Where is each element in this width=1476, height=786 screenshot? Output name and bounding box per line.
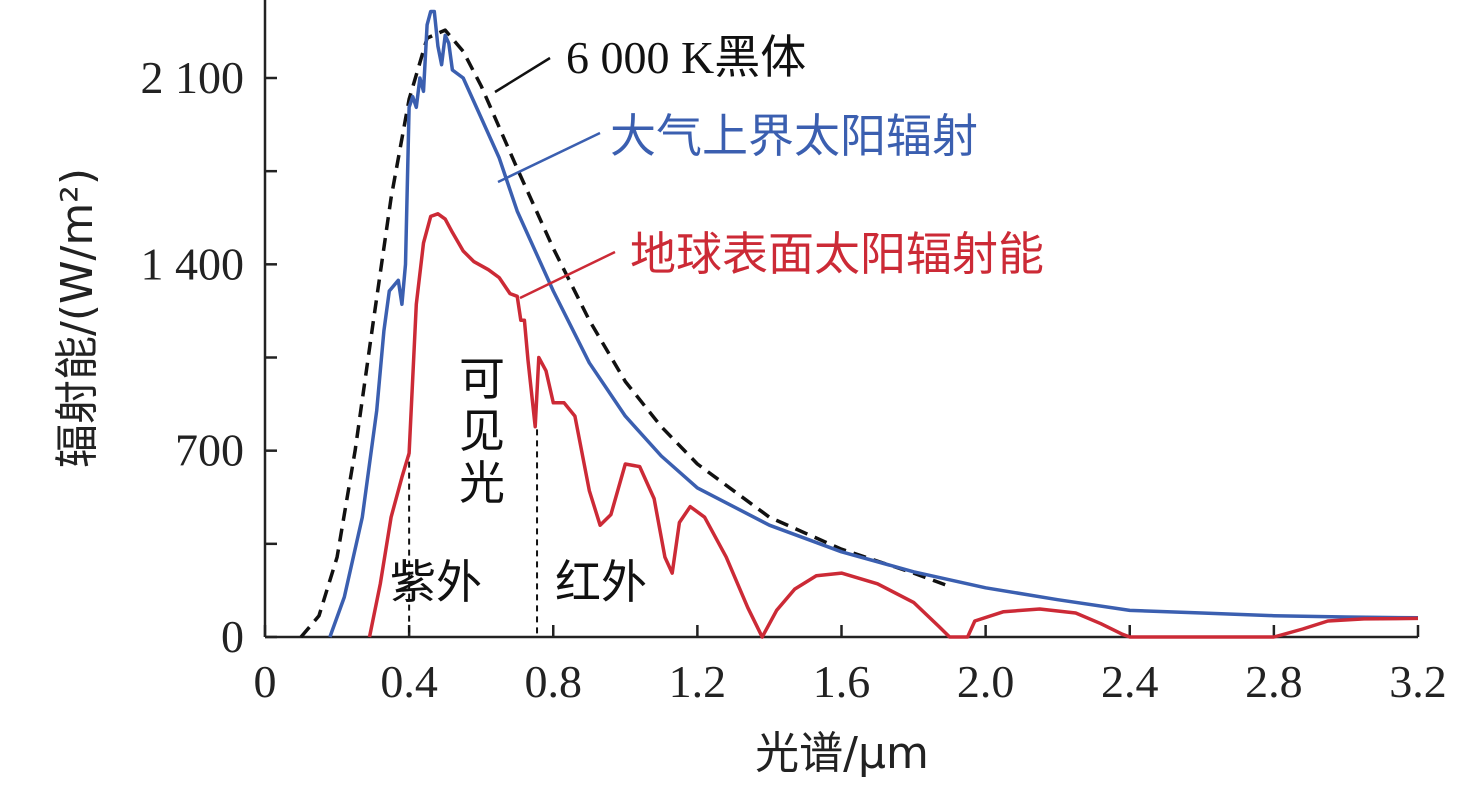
x-tick-label: 2.4	[1101, 656, 1159, 707]
y-tick-label: 2 100	[141, 52, 245, 103]
x-tick-label: 3.2	[1389, 656, 1447, 707]
x-tick-label: 1.6	[813, 656, 871, 707]
x-tick-label: 1.2	[669, 656, 727, 707]
visible-annotation: 可见光	[459, 352, 505, 510]
x-tick-label: 0	[254, 656, 277, 707]
y-axis-title: 辐射能/(W/m²)	[52, 168, 103, 468]
y-tick-label: 1 400	[141, 238, 245, 289]
toa-curve	[328, 9, 1419, 638]
blackbody-annotation: 6 000 K黑体	[566, 32, 806, 83]
x-tick-label: 0.4	[380, 656, 438, 707]
ir-annotation: 红外	[555, 555, 647, 609]
blackbody-curve	[299, 28, 951, 639]
axis-titles: 光谱/μm 辐射能/(W/m²)	[52, 168, 929, 779]
surface-leader	[519, 250, 616, 300]
y-tick-label: 700	[175, 425, 244, 476]
blackbody-leader	[494, 56, 551, 94]
x-axis-title: 光谱/μm	[755, 728, 929, 779]
toa-annotation: 大气上界太阳辐射	[610, 109, 978, 163]
surface-curve	[367, 212, 1419, 639]
annotation-leaders	[494, 56, 616, 300]
x-tick-label: 0.8	[525, 656, 583, 707]
surface-annotation: 地球表面太阳辐射能	[630, 227, 1044, 281]
annotations: 6 000 K黑体 大气上界太阳辐射 地球表面太阳辐射能 可见光 紫外 红外	[390, 32, 1044, 609]
region-dividers	[408, 429, 539, 637]
axes: 0 0.4 0.8 1.2 1.6 2.0 2.4 2.8 3.2 0 700 1 400 2 100	[141, 0, 1447, 707]
uv-annotation: 紫外	[390, 555, 482, 609]
series-lines	[299, 9, 1419, 639]
x-tick-label: 2.0	[957, 656, 1015, 707]
x-tick-label: 2.8	[1245, 656, 1303, 707]
toa-leader	[497, 131, 601, 184]
y-tick-label: 0	[221, 611, 244, 662]
